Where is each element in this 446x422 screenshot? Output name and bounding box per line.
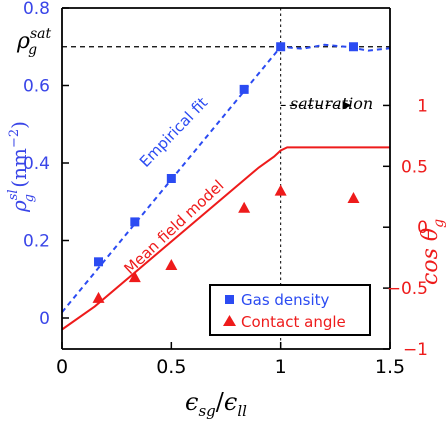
plot-frame <box>61 7 391 350</box>
legend-box <box>209 284 371 336</box>
mean-field-label: Mean field model <box>120 176 227 277</box>
contact-angle-point <box>274 184 287 196</box>
gas-density-points <box>94 42 358 267</box>
contact-angle-point <box>165 258 178 270</box>
left-axis-ticks: 0 0.2 0.4 0.6 0.8 <box>23 0 69 329</box>
x-tick-label: 1.5 <box>375 356 405 378</box>
contact-angle-point <box>238 201 251 213</box>
right-tick-label: −0.5 <box>387 279 428 299</box>
gas-density-point <box>94 257 104 267</box>
right-tick-label: 0 <box>417 218 428 238</box>
legend-contact-angle-label: Contact angle <box>241 313 346 331</box>
legend: Gas density Contact angle <box>209 284 371 336</box>
contact-angle-point <box>347 191 360 203</box>
contact-angle-points <box>92 184 360 303</box>
legend-contact-angle-marker <box>223 315 236 326</box>
contact-angle-point <box>92 291 105 303</box>
right-tick-label: 1 <box>417 96 428 116</box>
legend-gas-density-marker <box>225 295 234 304</box>
left-tick-label: 0.4 <box>23 154 50 174</box>
x-axis-ticks: 0 0.5 1 1.5 <box>56 342 405 378</box>
rho-sat-label: ρsat g <box>16 26 51 58</box>
gas-density-point <box>239 84 249 94</box>
right-axis-title: cos θg <box>418 219 446 285</box>
x-tick-label: 0 <box>56 356 68 378</box>
empirical-fit-line <box>61 43 391 313</box>
x-tick-label: 0.5 <box>156 356 186 378</box>
left-tick-label: 0.2 <box>23 232 50 252</box>
right-axis-ticks: −1 −0.5 0 0.5 1 <box>383 96 428 360</box>
right-tick-label: −1 <box>403 340 428 360</box>
x-axis-title: ϵsg/ϵll <box>185 388 247 420</box>
right-tick-label: 0.5 <box>401 157 428 177</box>
left-tick-label: 0.8 <box>23 0 50 19</box>
gas-density-point <box>348 42 358 52</box>
gas-density-point <box>276 42 286 52</box>
saturation-label: saturation <box>290 94 373 113</box>
legend-gas-density-label: Gas density <box>241 291 330 309</box>
empirical-fit-label: Empirical fit <box>136 94 211 171</box>
gas-density-point <box>130 217 140 227</box>
contact-angle-point <box>128 271 141 283</box>
left-tick-label: 0.6 <box>23 77 50 97</box>
x-tick-label: 1 <box>275 356 287 378</box>
gas-density-point <box>166 174 176 183</box>
left-tick-label: 0 <box>39 309 50 329</box>
mean-field-model-line <box>61 146 390 331</box>
